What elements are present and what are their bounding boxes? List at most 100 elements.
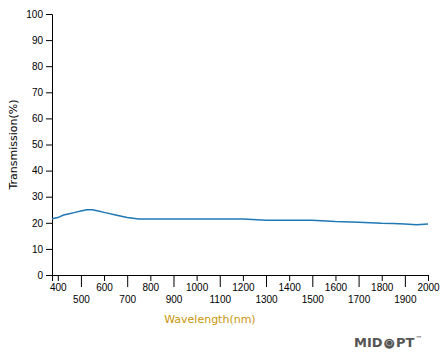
x-tick: 1100 — [209, 275, 231, 305]
x-tick: 900 — [166, 275, 183, 305]
x-tick-mark — [197, 275, 198, 281]
y-tick: 0 — [37, 270, 52, 281]
y-tick-label: 90 — [32, 35, 44, 46]
logo-text: ™ — [415, 335, 422, 343]
y-tick-label: 70 — [32, 87, 44, 98]
y-tick-label: 40 — [32, 165, 44, 176]
y-axis-label: Transmission(%) — [7, 99, 20, 190]
x-tick-label: 700 — [119, 294, 136, 305]
y-tick: 70 — [32, 87, 52, 98]
x-tick-label: 1400 — [279, 282, 302, 293]
x-tick-mark — [81, 275, 82, 287]
y-tick: 40 — [32, 165, 52, 176]
x-tick: 1300 — [255, 275, 278, 305]
x-tick-mark — [173, 275, 174, 287]
x-axis-line — [53, 276, 429, 282]
x-tick: 600 — [96, 275, 113, 293]
x-tick-mark — [312, 275, 313, 287]
x-tick-mark — [289, 275, 290, 281]
x-tick-label: 1800 — [371, 282, 394, 293]
x-tick-label: 900 — [166, 294, 183, 305]
y-tick-mark — [46, 118, 52, 119]
y-tick-mark — [46, 171, 52, 172]
y-tick: 10 — [32, 244, 52, 255]
x-tick-mark — [359, 275, 360, 287]
logo-text: PT — [396, 335, 415, 350]
y-tick: 60 — [32, 113, 52, 124]
y-tick-mark — [46, 223, 52, 224]
x-tick-label: 1500 — [302, 294, 325, 305]
y-tick-label: 100 — [26, 9, 43, 20]
x-tick: 1600 — [325, 275, 348, 293]
y-tick-mark — [46, 249, 52, 250]
x-tick-mark — [127, 275, 128, 287]
x-tick-mark — [266, 275, 267, 287]
x-tick-label: 400 — [50, 282, 67, 293]
x-tick: 700 — [119, 275, 136, 305]
y-tick-label: 30 — [32, 191, 44, 202]
y-tick: 80 — [32, 61, 52, 72]
y-tick-label: 60 — [32, 113, 44, 124]
x-tick-label: 800 — [142, 282, 159, 293]
x-tick-label: 2000 — [417, 282, 440, 293]
y-tick: 100 — [26, 9, 52, 20]
x-tick: 2000 — [417, 275, 440, 293]
x-tick: 1700 — [348, 275, 371, 305]
x-axis-label: Wavelength(nm) — [164, 313, 256, 326]
y-axis-line — [46, 15, 53, 276]
x-tick: 400 — [50, 275, 67, 293]
y-tick-mark — [46, 40, 52, 41]
x-tick-label: 1000 — [186, 282, 209, 293]
x-tick-label: 500 — [73, 294, 90, 305]
x-tick-mark — [104, 275, 105, 281]
y-tick-label: 80 — [32, 61, 44, 72]
y-tick: 20 — [32, 218, 52, 229]
x-tick-label: 1600 — [325, 282, 348, 293]
y-tick: 50 — [32, 139, 52, 150]
logo-text: MID — [354, 335, 383, 350]
y-tick-label: 0 — [37, 270, 43, 281]
x-axis: 400 500 600 700 800 9001000110012001300140015… — [50, 275, 440, 305]
plot: 0 10 20 30 40 50 60 70 80 90 100 400 500 600 700 800 900… — [26, 9, 440, 305]
x-tick-mark — [58, 275, 59, 281]
transmission-line — [52, 210, 428, 225]
y-tick-mark — [46, 197, 52, 198]
y-axis: 0 10 20 30 40 50 60 70 80 90 100 — [26, 9, 52, 281]
x-tick-label: 1300 — [255, 294, 278, 305]
x-tick-mark — [382, 275, 383, 281]
y-tick: 30 — [32, 191, 52, 202]
x-tick: 1900 — [394, 275, 417, 305]
x-tick: 1800 — [371, 275, 394, 293]
logo-text: ● — [384, 335, 395, 350]
logo: MID●○PT™ — [354, 335, 422, 350]
chart: 0 10 20 30 40 50 60 70 80 90 100 400 500 600 700 800 900… — [0, 0, 446, 355]
x-tick-mark — [150, 275, 151, 281]
x-tick-label: 600 — [96, 282, 113, 293]
x-tick-mark — [428, 275, 429, 281]
y-tick-label: 20 — [32, 218, 44, 229]
y-tick-mark — [46, 145, 52, 146]
x-tick-label: 1100 — [209, 294, 231, 305]
x-tick: 500 — [73, 275, 90, 305]
x-tick-mark — [243, 275, 244, 281]
y-tick-mark — [46, 14, 52, 15]
y-tick-label: 50 — [32, 139, 44, 150]
x-tick-label: 1700 — [348, 294, 371, 305]
x-tick: 800 — [142, 275, 159, 293]
x-tick-label: 1200 — [232, 282, 255, 293]
x-tick: 1200 — [232, 275, 255, 293]
x-tick-mark — [220, 275, 221, 287]
logo-text: ○ — [386, 338, 393, 347]
x-tick-mark — [405, 275, 406, 287]
x-tick: 1000 — [186, 275, 209, 293]
x-tick: 1500 — [302, 275, 325, 305]
y-tick-label: 10 — [32, 244, 44, 255]
marks — [52, 210, 428, 225]
x-tick: 1400 — [279, 275, 302, 293]
x-tick-label: 1900 — [394, 294, 417, 305]
y-tick-mark — [46, 66, 52, 67]
y-tick-mark — [46, 92, 52, 93]
x-tick-mark — [335, 275, 336, 281]
y-tick: 90 — [32, 35, 52, 46]
y-tick-mark — [46, 275, 52, 276]
